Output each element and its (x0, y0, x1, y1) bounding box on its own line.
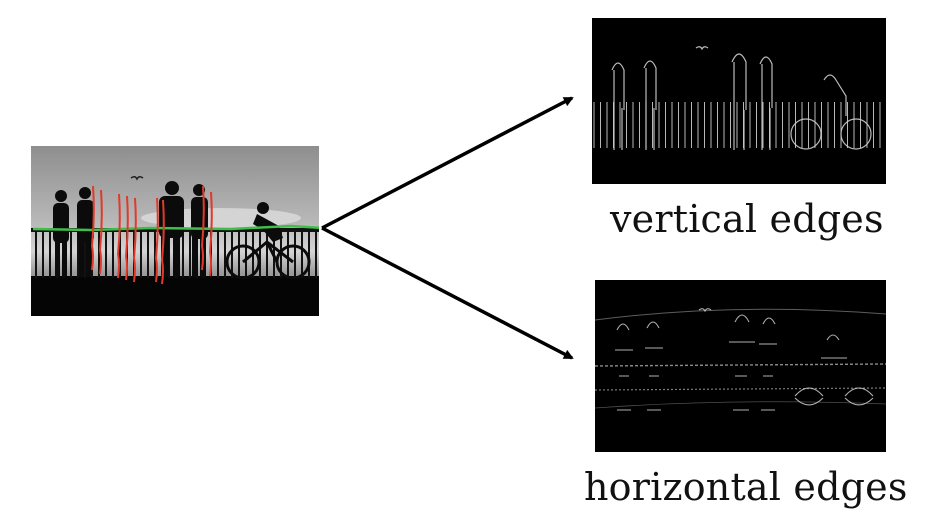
vertical-edges-caption: vertical edges (610, 197, 884, 241)
horizontal-edges-caption: horizontal edges (584, 465, 908, 509)
vertical-edge-silhouettes (611, 46, 872, 150)
arrow-to-vertical (321, 96, 574, 230)
ground (31, 276, 319, 316)
horizontal-edge-annotation (32, 224, 319, 232)
vertical-edges-image (592, 18, 886, 184)
horizontal-edge-lines (595, 308, 886, 409)
source-image (31, 146, 319, 316)
vertical-edge-annotations (90, 185, 213, 285)
bird-silhouette (130, 175, 144, 181)
horizontal-edge-silhouettes (615, 308, 874, 411)
horizontal-edges-image (595, 280, 886, 452)
arrow-to-horizontal (321, 226, 574, 360)
